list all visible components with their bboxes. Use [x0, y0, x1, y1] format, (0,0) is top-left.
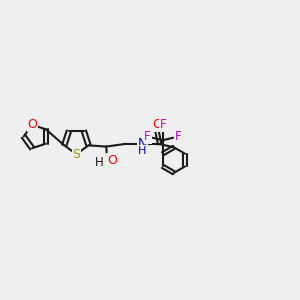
- Text: F: F: [144, 130, 151, 143]
- Text: H: H: [95, 156, 104, 169]
- Text: N: N: [138, 137, 147, 150]
- Text: S: S: [72, 148, 80, 161]
- Text: F: F: [175, 130, 181, 143]
- Text: F: F: [160, 118, 166, 131]
- Text: O: O: [107, 154, 117, 167]
- Text: O: O: [27, 118, 37, 131]
- Text: O: O: [152, 118, 162, 131]
- Text: H: H: [138, 146, 147, 156]
